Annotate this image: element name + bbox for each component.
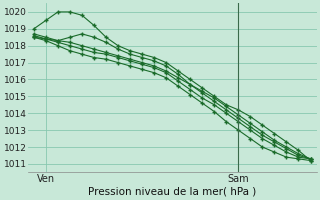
X-axis label: Pression niveau de la mer( hPa ): Pression niveau de la mer( hPa ) — [88, 187, 256, 197]
